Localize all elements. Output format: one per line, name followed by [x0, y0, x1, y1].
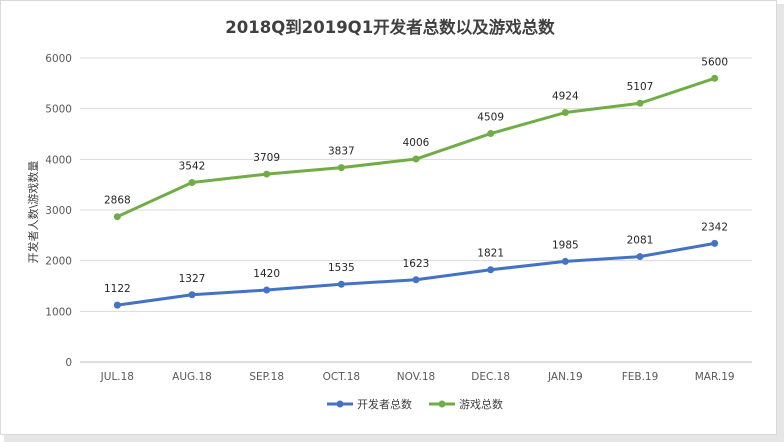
data-label-s1-6: 4924	[552, 91, 579, 103]
data-label-s1-8: 5600	[701, 56, 728, 68]
data-point-s1-4	[412, 155, 420, 163]
legend-label-0: 开发者总数	[357, 397, 412, 411]
series-layer	[113, 74, 719, 309]
data-label-s0-6: 1985	[552, 239, 579, 251]
data-label-s1-2: 3709	[253, 152, 280, 164]
axes: 0 1000 2000 3000 4000 5000 6000 JUL.18 AUG.18 SEP…	[45, 53, 752, 383]
y-tick-label-6000: 6000	[45, 53, 72, 65]
y-tick-label-1000: 1000	[45, 306, 72, 318]
legend-marker-0	[336, 400, 344, 408]
data-labels: 1122 1327 1420 1535 1623 1821 1985 2081 2342 2868…	[104, 56, 728, 295]
data-label-s0-7: 2081	[627, 235, 654, 247]
y-tick-label-4000: 4000	[45, 154, 72, 166]
x-tick-label-5: DEC.18	[471, 371, 510, 383]
data-point-s0-0	[113, 301, 121, 309]
data-point-s0-8	[711, 239, 719, 247]
legend-marker-1	[438, 400, 446, 408]
data-point-s0-4	[412, 276, 420, 284]
data-point-s0-5	[487, 266, 495, 274]
x-tick-label-2: SEP.18	[249, 371, 284, 383]
data-label-s1-0: 2868	[104, 195, 131, 207]
x-tick-label-6: JAN.19	[547, 371, 583, 383]
y-tick-label-2000: 2000	[45, 256, 72, 268]
data-point-s1-6	[561, 109, 569, 117]
data-point-s0-7	[636, 253, 644, 261]
data-label-s1-7: 5107	[627, 81, 654, 93]
data-point-s0-6	[561, 257, 569, 265]
chart-title: 2018Q到2019Q1开发者总数以及游戏总数	[225, 17, 555, 37]
x-tick-label-8: MAR.19	[695, 371, 735, 383]
data-point-s1-0	[113, 213, 121, 221]
data-label-s0-0: 1122	[104, 283, 131, 295]
data-label-s1-3: 3837	[328, 146, 355, 158]
data-label-s0-2: 1420	[253, 268, 280, 280]
x-tick-label-4: NOV.18	[397, 371, 435, 383]
y-axis-title: 开发者人数\游戏数量	[26, 161, 40, 264]
data-label-s1-4: 4006	[403, 137, 430, 149]
data-point-s0-3	[337, 280, 345, 288]
data-point-s1-7	[636, 99, 644, 107]
data-point-s1-2	[263, 170, 271, 178]
data-point-s1-3	[337, 164, 345, 172]
y-tick-label-5000: 5000	[45, 104, 72, 116]
data-point-s0-2	[263, 286, 271, 294]
x-tick-label-0: JUL.18	[100, 371, 134, 383]
data-label-s0-4: 1623	[403, 258, 430, 270]
series-line-0	[115, 241, 717, 307]
data-point-s0-1	[188, 291, 196, 299]
data-point-s1-5	[487, 130, 495, 138]
x-tick-label-3: OCT.18	[323, 371, 360, 383]
data-point-s1-1	[188, 179, 196, 187]
data-label-s0-3: 1535	[328, 262, 355, 274]
legend: 开发者总数 游戏总数	[327, 397, 503, 411]
data-label-s1-5: 4509	[477, 112, 504, 124]
data-label-s0-8: 2342	[701, 221, 728, 233]
data-label-s0-5: 1821	[477, 248, 504, 260]
gridlines	[80, 57, 752, 312]
y-tick-label-0: 0	[65, 357, 72, 369]
data-label-s0-1: 1327	[179, 273, 206, 285]
data-point-s1-8	[711, 74, 719, 82]
data-label-s1-1: 3542	[179, 161, 206, 173]
y-tick-label-3000: 3000	[45, 205, 72, 217]
x-tick-label-1: AUG.18	[172, 371, 212, 383]
x-tick-label-7: FEB.19	[622, 371, 659, 383]
legend-label-1: 游戏总数	[459, 397, 503, 411]
